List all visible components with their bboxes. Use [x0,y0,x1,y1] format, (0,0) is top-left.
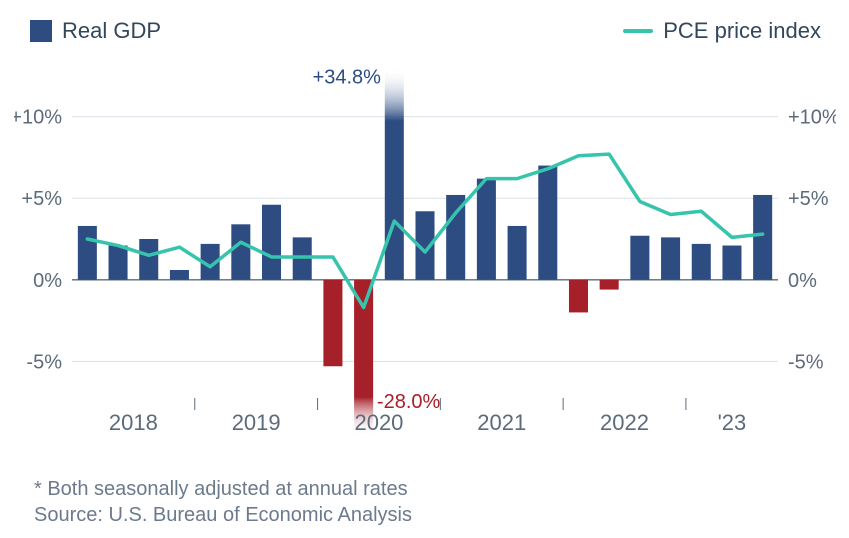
svg-text:-5%: -5% [788,351,824,373]
legend-line-swatch [623,29,653,33]
legend-pce-label: PCE price index [663,18,821,44]
svg-text:2021: 2021 [477,410,526,435]
footnote-asterisk: * Both seasonally adjusted at annual rat… [34,478,408,501]
svg-text:+5%: +5% [21,188,62,210]
svg-text:'23: '23 [718,410,747,435]
legend-bar-swatch [30,20,52,42]
svg-text:0%: 0% [788,270,817,292]
legend-pce: PCE price index [623,18,821,44]
svg-text:2018: 2018 [109,410,158,435]
svg-text:2019: 2019 [232,410,281,435]
svg-text:2022: 2022 [600,410,649,435]
legend-real-gdp-label: Real GDP [62,18,161,44]
svg-text:+10%: +10% [14,107,62,129]
legend-real-gdp: Real GDP [30,18,161,44]
svg-text:+10%: +10% [788,107,836,129]
footnote-source: Source: U.S. Bureau of Economic Analysis [34,504,412,527]
svg-text:0%: 0% [33,270,62,292]
svg-text:+34.8%: +34.8% [313,68,382,89]
gdp-pce-chart: 0%0%+5%+5%+10%+10%-5%-5%+34.8%-28.0%2018… [14,68,836,440]
svg-text:-5%: -5% [26,351,62,373]
svg-text:+5%: +5% [788,188,829,210]
svg-text:2020: 2020 [354,410,403,435]
chart-area: 0%0%+5%+5%+10%+10%-5%-5%+34.8%-28.0%2018… [14,68,836,440]
